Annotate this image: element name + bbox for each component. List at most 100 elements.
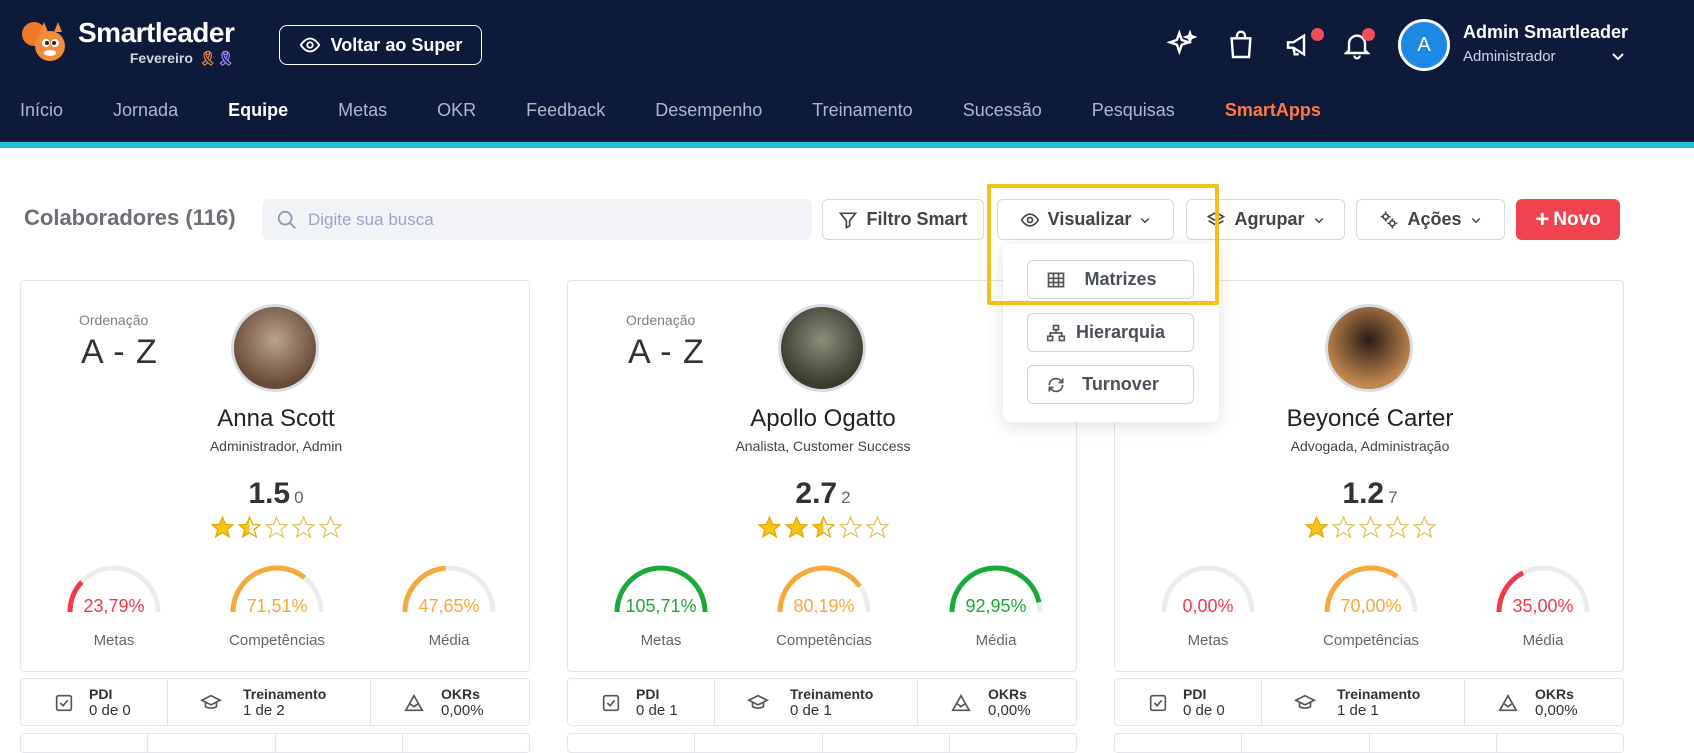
user-name[interactable]: Admin Smartleader xyxy=(1463,22,1629,42)
back-to-super-button[interactable]: Voltar ao Super xyxy=(279,25,482,65)
new-button[interactable]: + Novo xyxy=(1516,199,1620,240)
back-to-super-label: Voltar ao Super xyxy=(330,34,463,55)
bell-icon[interactable] xyxy=(1338,26,1376,64)
stat-title: PDI xyxy=(1183,686,1207,702)
stat-pdi[interactable]: PDI 0 de 0 xyxy=(21,679,168,725)
stat-value: 0 de 0 xyxy=(89,702,131,719)
notification-dot xyxy=(1311,28,1324,41)
gauge-arc xyxy=(67,565,161,613)
stat-cell xyxy=(695,734,823,752)
menu-item-label: Hierarquia xyxy=(1075,322,1166,342)
score: 1.2 7 xyxy=(1115,477,1625,511)
collaborator-card[interactable]: Ordenação A - Z Apollo Ogatto Analista, Cus… xyxy=(567,280,1077,672)
chevron-down-icon xyxy=(1141,217,1150,223)
avatar[interactable] xyxy=(231,304,319,392)
stat-okrs[interactable]: OKRs 0,00% xyxy=(371,679,529,725)
sort-value[interactable]: A - Z xyxy=(81,333,158,371)
avatar[interactable] xyxy=(1325,304,1413,392)
sparkles-icon[interactable] xyxy=(1163,26,1201,64)
star-rating xyxy=(21,515,531,540)
collaborator-name[interactable]: Beyoncé Carter xyxy=(1286,405,1454,432)
gauge-value: 71,51% xyxy=(246,596,308,616)
nav-treinamento[interactable]: Treinamento xyxy=(812,100,913,120)
nav-feedback[interactable]: Feedback xyxy=(526,100,606,120)
stat-cell xyxy=(950,734,1076,752)
search-input[interactable] xyxy=(308,209,788,230)
gauge-label: Metas xyxy=(93,632,135,649)
stat-treinamento[interactable]: Treinamento 1 de 1 xyxy=(1262,679,1465,725)
nav-desempenho[interactable]: Desempenho xyxy=(655,100,763,120)
gears-icon xyxy=(1381,211,1398,228)
megaphone-icon[interactable] xyxy=(1281,26,1324,64)
gauge-value: 105,71% xyxy=(625,596,697,616)
stats-row-secondary xyxy=(1114,733,1624,753)
smart-filter-button[interactable]: Filtro Smart xyxy=(822,199,984,240)
star-rating xyxy=(568,515,1078,540)
nav-okr[interactable]: OKR xyxy=(437,100,477,120)
search-icon xyxy=(277,210,296,229)
star-rating xyxy=(1115,515,1625,540)
top-header: Smartleader Fevereiro 🎗🎗 Voltar ao Super… xyxy=(0,0,1694,148)
gauge-arc xyxy=(614,565,708,613)
stat-pdi[interactable]: PDI 0 de 1 xyxy=(568,679,715,725)
star-icon xyxy=(837,515,863,539)
nav-pesquisas[interactable]: Pesquisas xyxy=(1091,100,1175,120)
logo[interactable]: Smartleader Fevereiro 🎗🎗 xyxy=(20,18,235,67)
menu-item-label: Turnover xyxy=(1082,374,1159,394)
group-button[interactable]: Agrupar xyxy=(1186,199,1345,240)
star-icon xyxy=(1384,515,1410,539)
gauge-metas: 105,71% Metas xyxy=(606,560,716,649)
stat-value: 0,00% xyxy=(988,702,1031,719)
collaborator-name[interactable]: Anna Scott xyxy=(217,405,335,432)
menu-item-hierarquia[interactable]: Hierarquia xyxy=(1027,313,1194,352)
shopping-bag-icon[interactable] xyxy=(1222,26,1260,64)
collaborator-card[interactable]: Ordenação A - Z Anna Scott Administrador, A… xyxy=(20,280,530,672)
nav-equipe[interactable]: Equipe xyxy=(228,100,289,120)
stats-row-secondary xyxy=(20,733,530,753)
nav-metas[interactable]: Metas xyxy=(338,100,388,120)
nav-sucessao[interactable]: Sucessão xyxy=(962,100,1042,120)
chevron-down-icon[interactable] xyxy=(1610,48,1626,64)
mountain-icon xyxy=(1498,693,1518,712)
menu-item-matrizes[interactable]: Matrizes xyxy=(1027,260,1194,299)
stat-treinamento[interactable]: Treinamento 0 de 1 xyxy=(715,679,918,725)
collaborator-role: Advogada, Administração xyxy=(1290,438,1450,454)
gauge-metas: 0,00% Metas xyxy=(1153,560,1263,649)
nav-jornada[interactable]: Jornada xyxy=(113,100,179,120)
mountain-icon xyxy=(404,693,424,712)
graduation-cap-icon xyxy=(1294,694,1316,709)
filter-icon xyxy=(839,212,858,229)
stat-title: Treinamento xyxy=(243,686,327,702)
gauge-arc xyxy=(230,565,324,613)
user-avatar[interactable]: A xyxy=(1398,19,1450,71)
score-value: 1.5 xyxy=(248,477,291,510)
score: 1.5 0 xyxy=(21,477,531,511)
collaborator-name[interactable]: Apollo Ogatto xyxy=(750,405,896,432)
graduation-cap-icon xyxy=(200,694,222,709)
gauge-arc xyxy=(1324,565,1418,613)
score-value: 2.7 xyxy=(795,477,838,510)
sort-value[interactable]: A - Z xyxy=(628,333,705,371)
view-button[interactable]: Visualizar xyxy=(997,199,1174,240)
gauge-value: 35,00% xyxy=(1512,596,1574,616)
actions-label: Ações xyxy=(1407,209,1462,229)
stat-okrs[interactable]: OKRs 0,00% xyxy=(918,679,1076,725)
avatar[interactable] xyxy=(778,304,866,392)
table-grid-icon xyxy=(1047,272,1065,287)
nav-smartapps[interactable]: SmartApps xyxy=(1224,100,1321,120)
page-title: Colaboradores (116) xyxy=(24,205,236,230)
actions-button[interactable]: Ações xyxy=(1356,199,1505,240)
stats-row: PDI 0 de 1 Treinamento 0 de 1 OKRs 0,00% xyxy=(567,678,1077,726)
stat-okrs[interactable]: OKRs 0,00% xyxy=(1465,679,1623,725)
stat-value: 0,00% xyxy=(441,702,484,719)
menu-item-turnover[interactable]: Turnover xyxy=(1027,365,1194,404)
stat-cell xyxy=(148,734,276,752)
nav-inicio[interactable]: Início xyxy=(20,100,64,120)
stat-treinamento[interactable]: Treinamento 1 de 2 xyxy=(168,679,371,725)
gauge-arc xyxy=(1496,565,1590,613)
gauge-label: Metas xyxy=(1187,632,1229,649)
stat-pdi[interactable]: PDI 0 de 0 xyxy=(1115,679,1262,725)
star-icon xyxy=(263,515,289,539)
search-box[interactable] xyxy=(262,199,812,240)
user-role: Administrador xyxy=(1463,48,1556,65)
